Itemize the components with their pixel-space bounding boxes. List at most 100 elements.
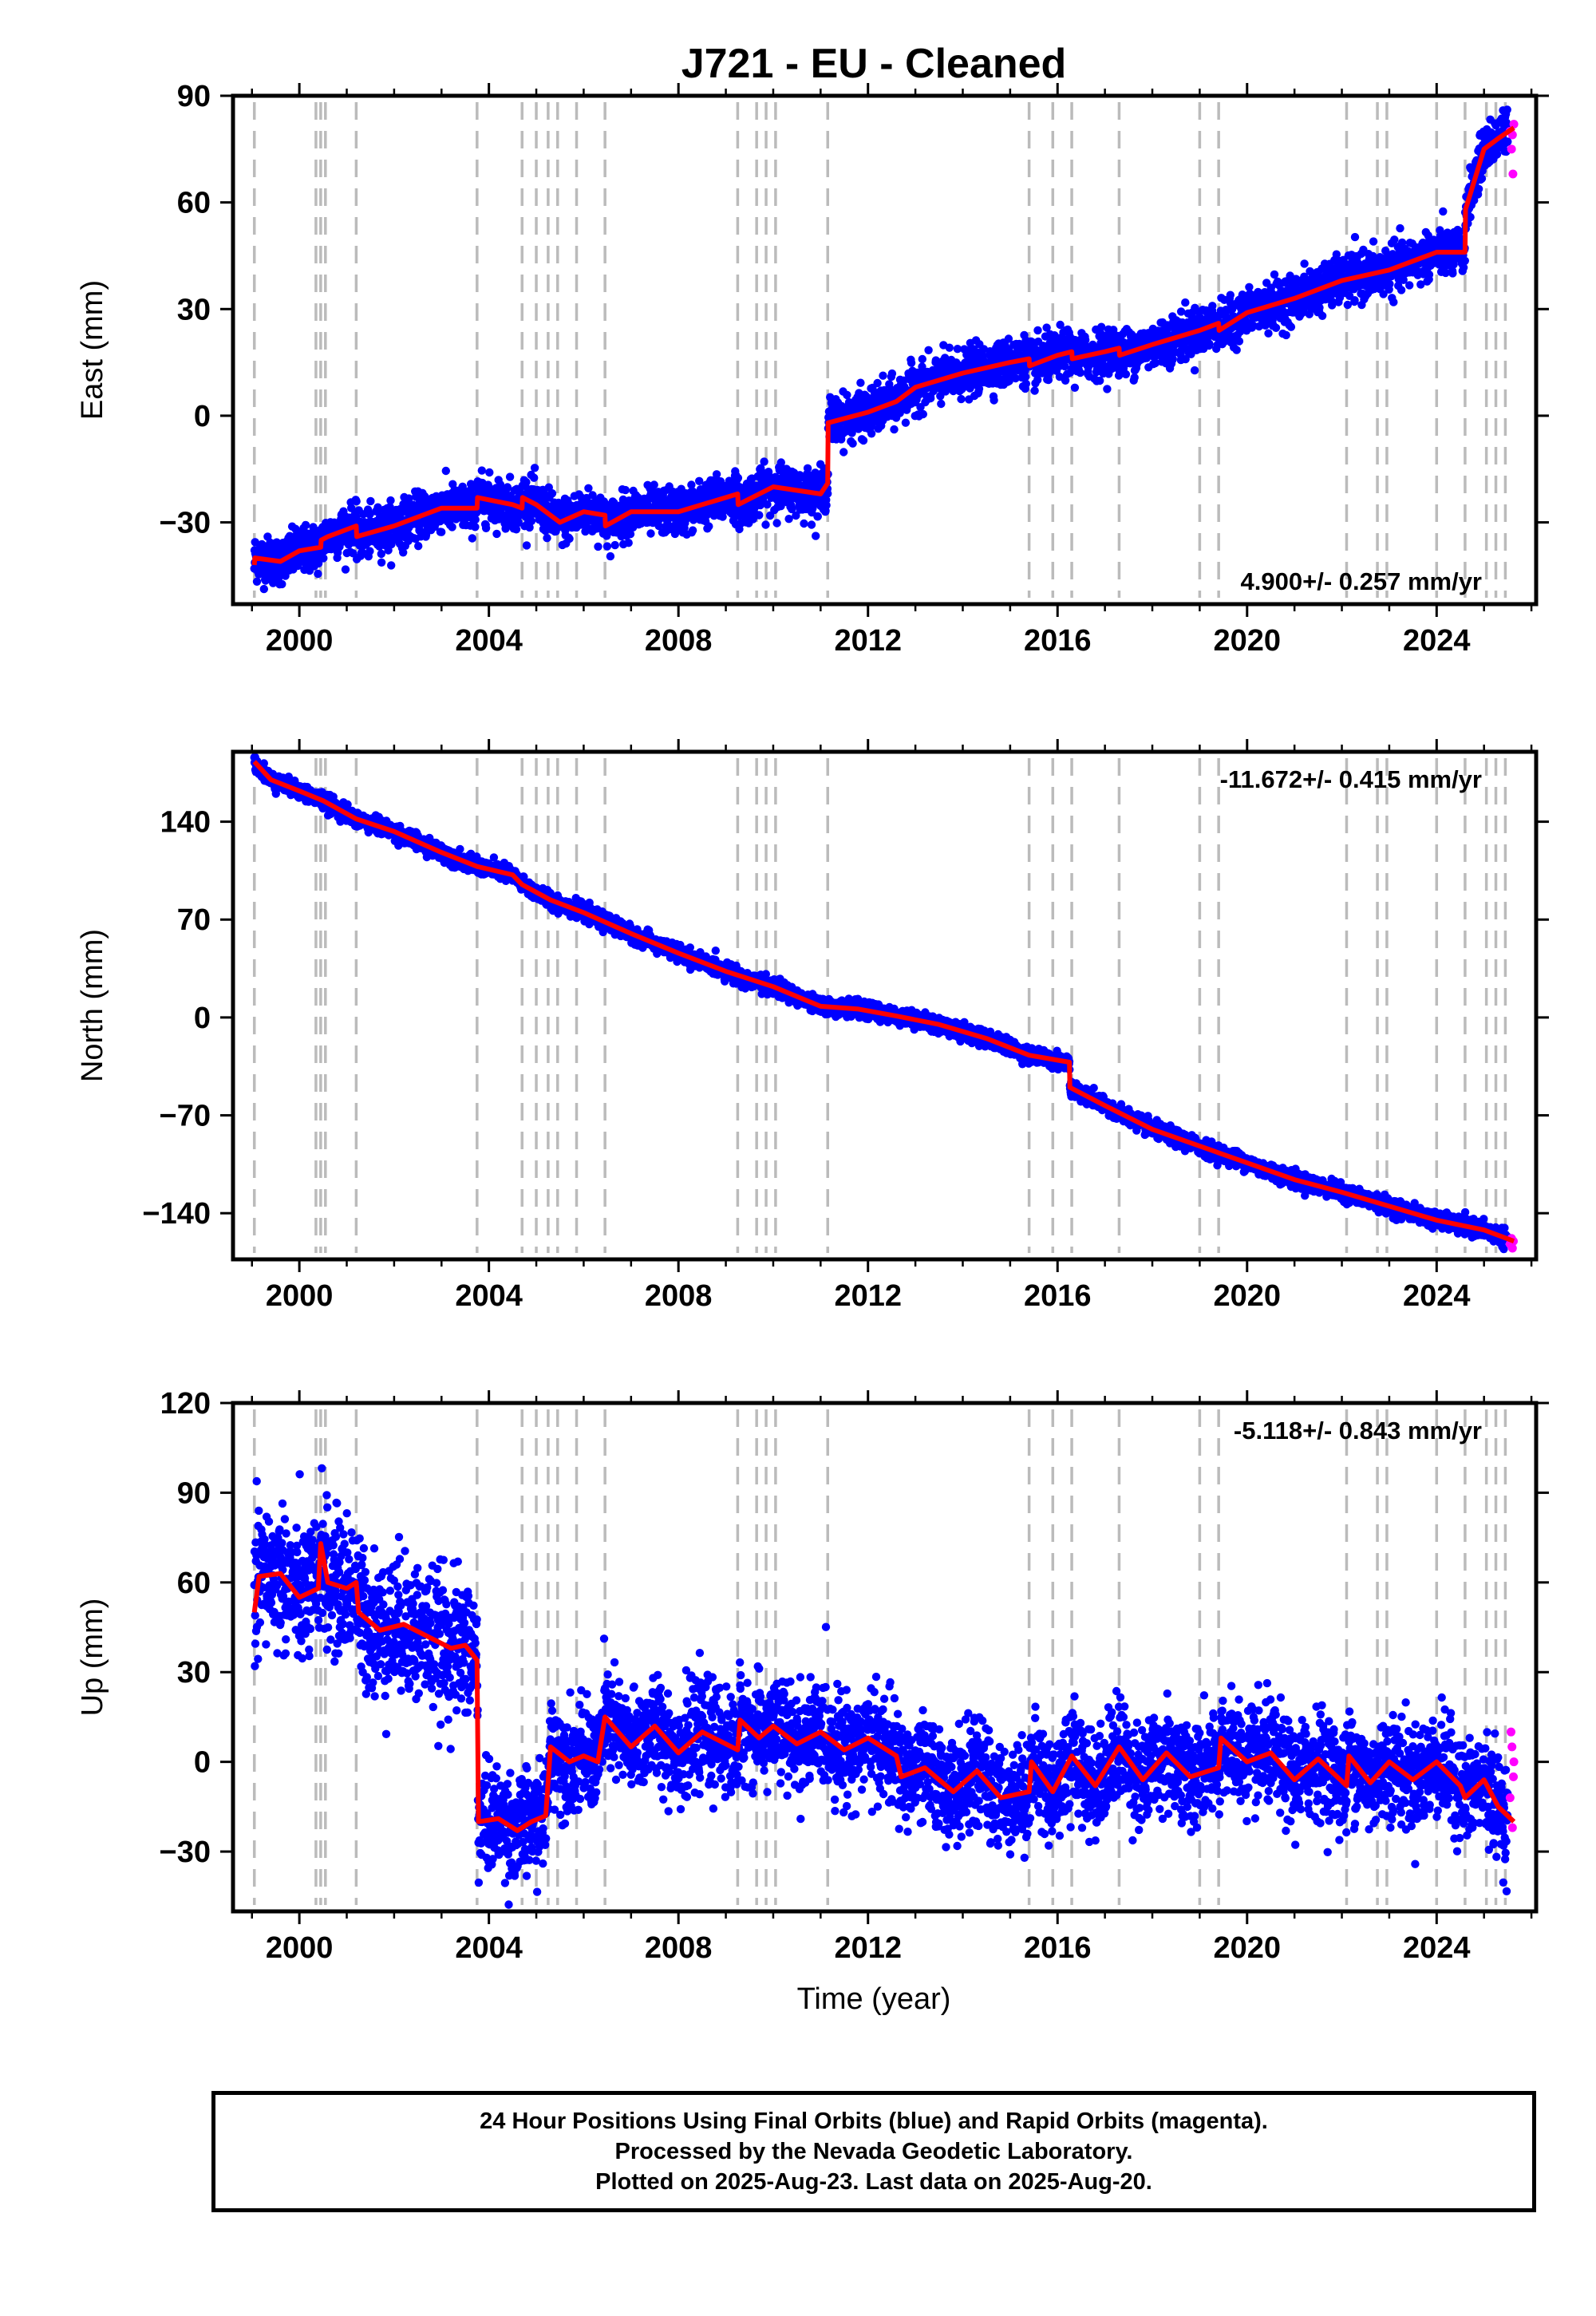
data-point	[565, 534, 574, 543]
data-point	[839, 448, 848, 456]
data-point	[1264, 329, 1273, 338]
data-point	[1270, 270, 1279, 279]
data-point	[945, 343, 954, 352]
data-point	[259, 584, 268, 594]
data-point	[1004, 334, 1013, 343]
data-point	[695, 476, 704, 485]
x-tick-label: 2024	[1403, 624, 1471, 658]
data-point	[352, 497, 361, 506]
y-tick-label: 30	[177, 293, 211, 326]
data-point	[1208, 302, 1217, 310]
data-point	[990, 396, 998, 405]
data-point	[624, 539, 633, 547]
data-point	[522, 541, 531, 550]
data-point	[688, 526, 697, 535]
plot-area	[250, 102, 1519, 598]
data-point	[441, 466, 450, 476]
data-point	[1190, 366, 1199, 375]
data-point	[448, 523, 456, 532]
data-point	[387, 561, 396, 570]
data-point	[873, 378, 882, 388]
data-point	[941, 354, 950, 362]
data-point	[763, 500, 772, 509]
data-point	[477, 466, 486, 475]
data-point	[437, 528, 446, 536]
data-point	[1350, 296, 1359, 305]
data-point	[471, 523, 480, 532]
data-point	[757, 464, 765, 472]
data-point	[365, 547, 374, 555]
data-point	[800, 519, 808, 528]
data-point	[646, 529, 655, 538]
plot-area	[250, 753, 1518, 1254]
data-point	[822, 500, 831, 510]
data-point	[784, 515, 793, 524]
data-point	[705, 522, 713, 531]
data-point	[1076, 368, 1084, 377]
x-tick-label: 2016	[1024, 624, 1092, 658]
data-point	[547, 489, 557, 498]
data-point	[530, 464, 539, 472]
data-point	[1300, 259, 1309, 268]
data-point	[1271, 323, 1281, 332]
data-point	[1096, 376, 1104, 385]
data-point	[1176, 307, 1186, 316]
data-point	[1226, 290, 1235, 299]
data-point	[776, 502, 785, 511]
data-point	[1369, 237, 1378, 246]
data-point	[848, 439, 857, 448]
data-point	[1389, 298, 1398, 306]
data-point	[1205, 339, 1214, 348]
data-point	[1474, 184, 1483, 193]
data-point	[1042, 323, 1051, 332]
data-point	[1448, 269, 1457, 278]
data-point	[301, 520, 310, 530]
data-point	[788, 504, 796, 514]
data-point	[481, 524, 491, 532]
final-orbit-points	[250, 753, 1512, 1254]
data-point	[626, 530, 635, 539]
data-point	[606, 551, 615, 561]
data-point	[594, 542, 602, 551]
data-point	[584, 484, 593, 492]
data-point	[760, 457, 768, 466]
data-point	[512, 525, 521, 534]
data-point	[803, 464, 812, 472]
panels-group: 2000 2004 2008 2012 2016 2020 20249060300−30Ea…	[76, 80, 1549, 1965]
data-point	[1011, 373, 1020, 383]
x-tick-label: 2000	[266, 624, 334, 658]
data-point	[854, 425, 863, 433]
data-point	[926, 393, 935, 403]
data-point	[1033, 375, 1042, 385]
data-point	[514, 517, 523, 527]
rapid-point	[1507, 144, 1516, 154]
data-point	[859, 436, 868, 445]
data-point	[319, 554, 328, 563]
data-point	[1396, 286, 1406, 294]
data-point	[687, 480, 696, 489]
rapid-point	[1508, 169, 1518, 179]
data-point	[755, 511, 764, 520]
data-point	[1477, 174, 1487, 183]
data-point	[974, 384, 984, 393]
data-point	[349, 549, 358, 558]
data-point	[1235, 337, 1244, 346]
y-tick-label: −30	[160, 507, 211, 540]
data-point	[1061, 376, 1070, 385]
data-point	[1317, 311, 1327, 320]
data-point	[405, 494, 413, 503]
data-point	[1121, 370, 1131, 379]
data-point	[1232, 346, 1241, 354]
data-point	[824, 489, 832, 498]
data-point	[650, 480, 658, 489]
data-point	[867, 429, 876, 438]
data-point	[468, 534, 476, 543]
data-point	[1315, 303, 1324, 312]
data-point	[937, 399, 946, 409]
data-point	[414, 542, 423, 551]
x-tick-label: 2004	[455, 624, 523, 658]
y-tick-label: 0	[194, 400, 211, 433]
data-point	[309, 523, 318, 532]
data-point	[792, 511, 800, 520]
data-point	[654, 521, 663, 531]
